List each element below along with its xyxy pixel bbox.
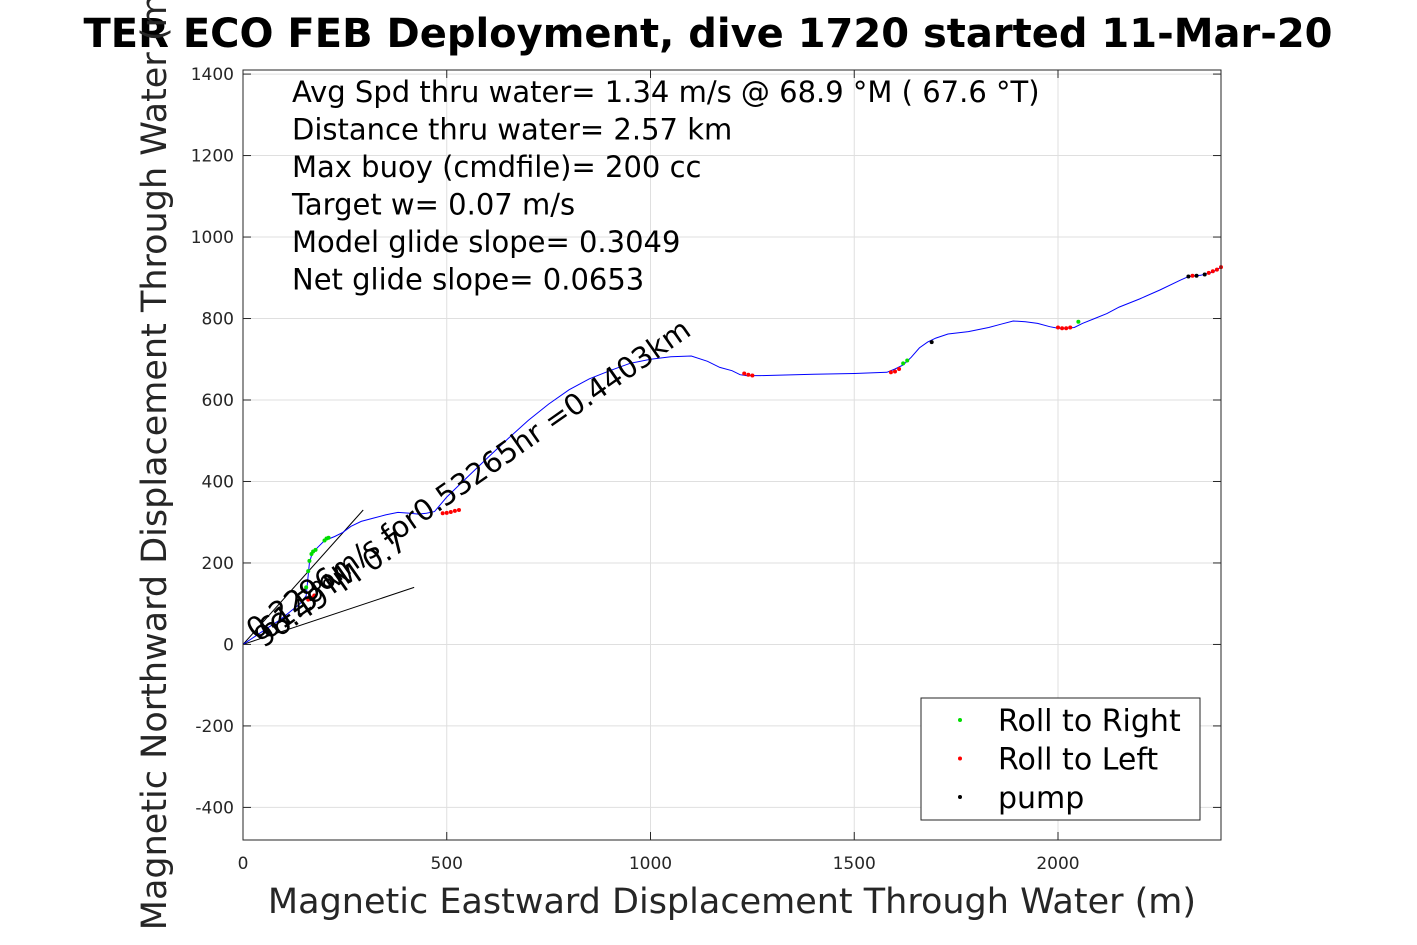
annotation-line: Target w= 0.07 m/s	[291, 188, 575, 222]
y-tick-label: 800	[202, 310, 234, 330]
roll-left-point	[1060, 326, 1065, 331]
annotation-line: Avg Spd thru water= 1.34 m/s @ 68.9 °M (…	[292, 75, 1040, 109]
roll-right-point	[313, 547, 318, 552]
pump-point	[1194, 273, 1199, 278]
roll-left-point	[312, 593, 317, 598]
annotation-line: Max buoy (cmdfile)= 200 cc	[292, 150, 701, 184]
roll-left-point	[448, 510, 453, 515]
roll-left-point	[1064, 326, 1069, 331]
current-vector-line	[242, 586, 415, 645]
roll-left-point	[897, 367, 902, 372]
roll-right-point	[1076, 319, 1081, 324]
roll-left-point	[306, 597, 311, 602]
roll-left-point	[456, 508, 461, 512]
roll-left-point	[750, 373, 755, 378]
legend-box	[920, 697, 1201, 821]
legend-marker	[958, 756, 962, 761]
roll-right-point	[901, 361, 906, 366]
legend-marker	[958, 795, 962, 799]
ticks: 0 500 1000 1500 2000 -400 -200 0 200 400 600 800 100…	[191, 65, 1221, 874]
pump-point	[1186, 274, 1191, 279]
y-tick-label: 400	[202, 472, 234, 492]
points	[304, 265, 1223, 602]
x-tick-label: 1500	[833, 854, 876, 874]
roll-left-point	[888, 370, 893, 375]
x-tick-label: 1000	[629, 854, 672, 874]
y-tick-label: 1400	[191, 65, 234, 85]
annotation-line: Distance thru water= 2.57 km	[292, 113, 732, 147]
y-tick-label: 1000	[191, 228, 234, 248]
annotations: Avg Spd thru water= 1.34 m/s @ 68.9 °M (…	[240, 75, 1040, 654]
roll-left-point	[1206, 270, 1211, 275]
annotation-line: Model glide slope= 0.3049	[292, 225, 680, 259]
legend-label: pump	[998, 781, 1084, 816]
y-tick-label: 1200	[191, 147, 234, 167]
legend-label: Roll to Left	[998, 743, 1158, 778]
rotated-current-label: 96.49°M 0.7	[248, 524, 413, 654]
roll-right-point	[307, 558, 312, 563]
track-line	[242, 266, 1222, 645]
pump-point	[929, 340, 934, 345]
roll-left-point	[1056, 325, 1060, 330]
roll-left-point	[452, 508, 457, 513]
roll-left-point	[1068, 325, 1073, 330]
roll-left-point	[1210, 269, 1215, 274]
roll-right-point	[326, 535, 331, 540]
roll-left-point	[1214, 267, 1219, 272]
annotation-line: Net glide slope= 0.0653	[292, 263, 644, 297]
roll-right-point	[304, 585, 309, 590]
roll-left-point	[746, 372, 751, 377]
legend-marker	[958, 718, 962, 722]
y-tick-label: 600	[202, 391, 234, 411]
lines	[242, 266, 1222, 645]
y-tick-label: 200	[202, 554, 234, 574]
x-tick-label: 2000	[1036, 854, 1079, 874]
roll-right-point	[905, 358, 910, 363]
roll-right-point	[306, 569, 311, 574]
pump-point	[1202, 272, 1207, 277]
y-tick-label: -400	[195, 798, 234, 818]
roll-left-point	[893, 369, 897, 374]
roll-left-point	[440, 511, 445, 516]
roll-left-point	[742, 371, 747, 376]
x-tick-label: 500	[431, 854, 463, 874]
legend-label: Roll to Right	[998, 704, 1181, 739]
roll-left-point	[444, 510, 449, 515]
grid	[242, 70, 1221, 840]
y-axis-title: Magnetic Northward Displacement Through …	[135, 0, 175, 930]
y-tick-label: -200	[195, 717, 234, 737]
x-axis-title: Magnetic Eastward Displacement Through W…	[268, 882, 1196, 922]
y-tick-label: 0	[223, 635, 234, 655]
chart-title: TER ECO FEB Deployment, dive 1720 starte…	[83, 11, 1332, 57]
roll-left-point	[1190, 273, 1195, 278]
x-tick-label: 0	[238, 854, 249, 874]
plot-frame	[242, 69, 1222, 841]
